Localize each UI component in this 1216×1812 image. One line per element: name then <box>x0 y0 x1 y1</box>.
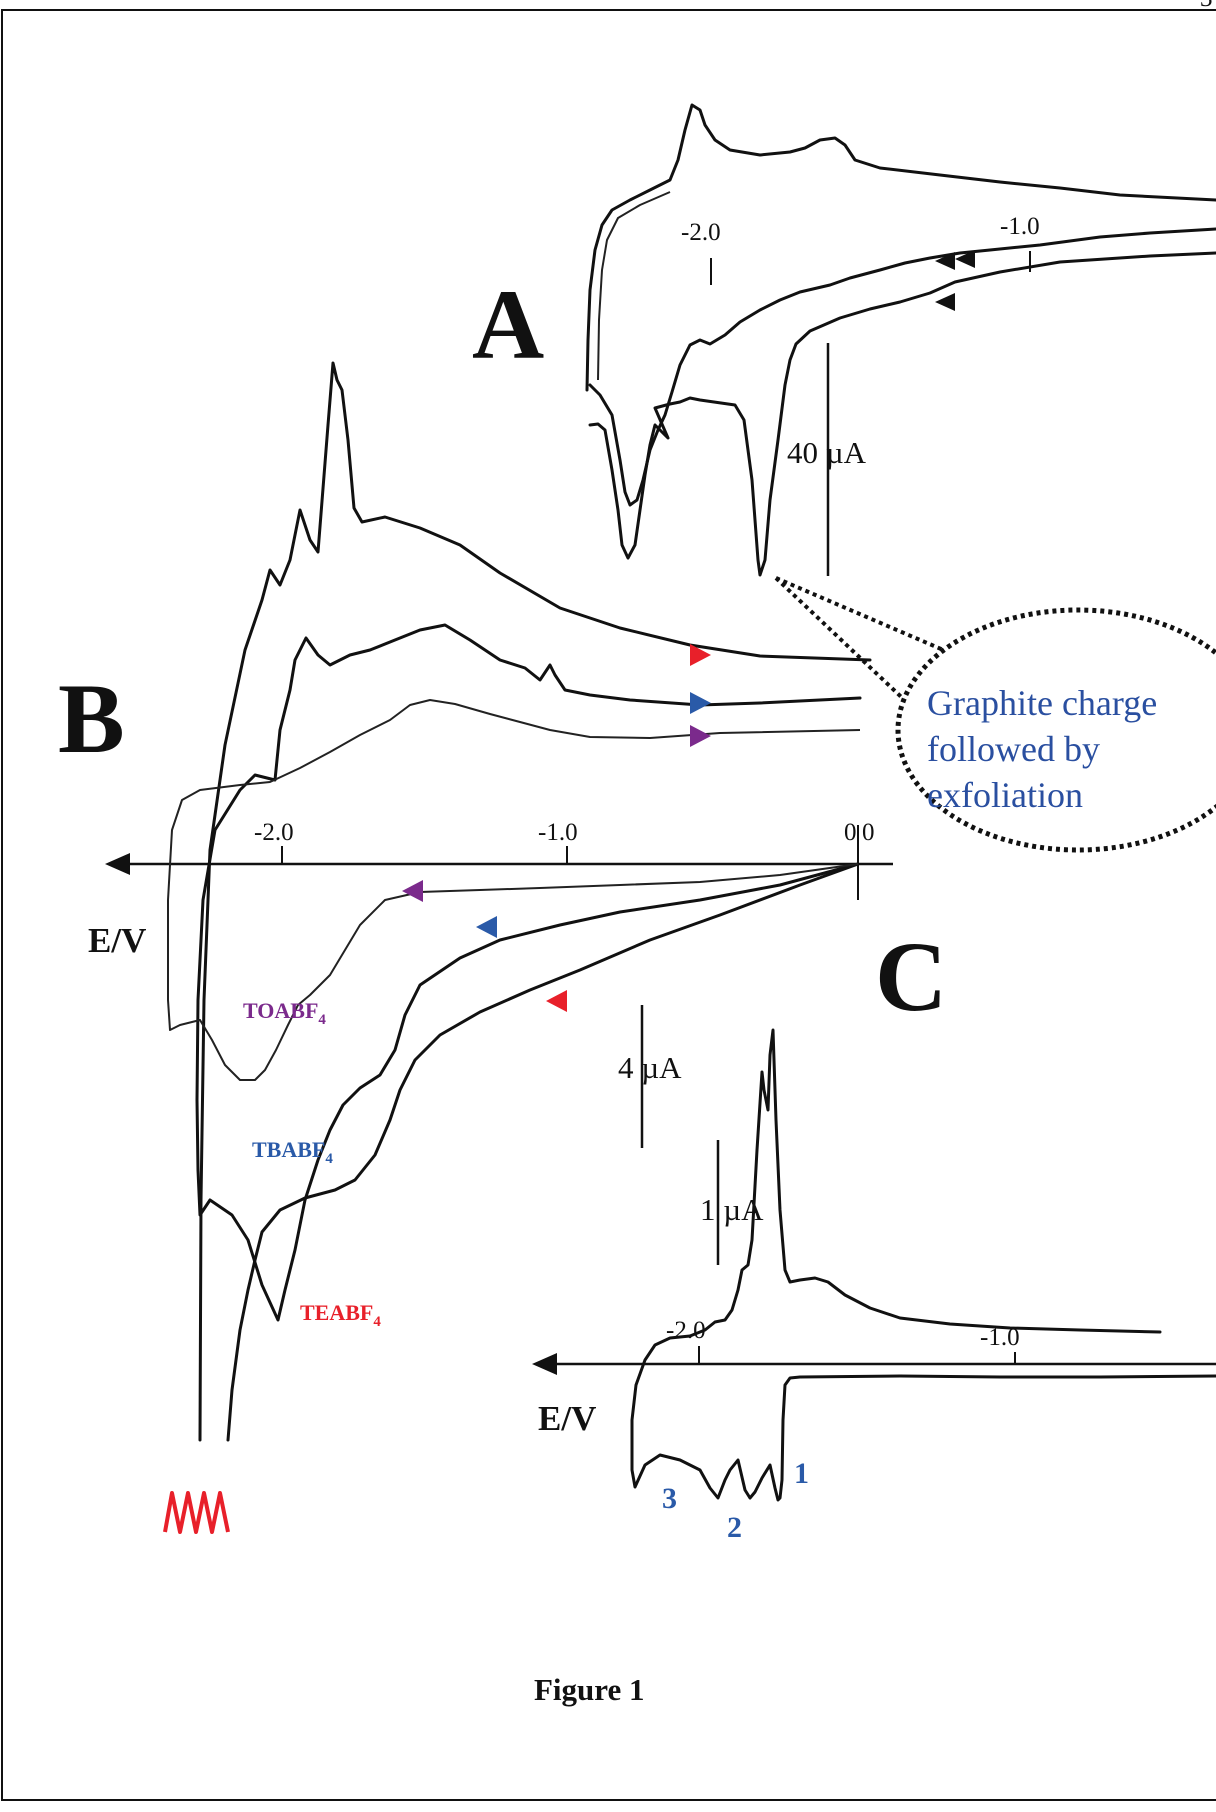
panel-b-arrow-red-bottom <box>546 990 567 1012</box>
panel-c-peak-3: 3 <box>662 1482 677 1515</box>
panel-a-label: A <box>472 269 544 380</box>
panel-b-label-teabf4-sub: 4 <box>373 1314 381 1330</box>
panel-b-label-toabf4-sub: 4 <box>318 1012 326 1028</box>
page-number: 3 <box>1200 0 1213 12</box>
panel-b-label: B <box>58 663 125 774</box>
panel-b-tick-zero-left: 0 <box>844 819 857 846</box>
callout: Graphite charge followed by exfoliation <box>774 576 1216 853</box>
panel-b-arrow-blue-top <box>690 692 711 714</box>
panel-c-tick-minus-2: -2.0 <box>666 1317 706 1344</box>
panel-a: A -2.0 -1.0 40 µA <box>472 103 1216 577</box>
panel-a-trace-reduction-1 <box>588 251 1216 577</box>
panel-b-cutoff-squiggle-icon <box>163 1491 230 1534</box>
callout-pointer-2 <box>774 576 917 712</box>
panel-a-trace-oxidation <box>585 103 1216 392</box>
panel-a-tick-minus-1: -1.0 <box>1000 213 1040 240</box>
panel-b-tick-zero-right: 0 <box>862 819 875 846</box>
panel-c-label: C <box>875 921 947 1032</box>
panel-a-scale-label: 40 µA <box>787 435 867 470</box>
callout-pointer-1 <box>775 576 956 657</box>
panel-b-label-teabf4-name: TEABF <box>300 1300 373 1325</box>
figure-caption: Figure 1 <box>534 1672 645 1707</box>
panel-b-label-tbabf4: TBABF4 <box>252 1137 333 1167</box>
panel-b-arrow-blue-bottom <box>476 916 497 938</box>
panel-c-trace-reduction <box>630 1334 1216 1502</box>
callout-bubble <box>895 607 1216 853</box>
panel-b-label-teabf4: TEABF4 <box>300 1300 381 1330</box>
callout-line-2: followed by <box>927 729 1100 769</box>
panel-a-trace-oxidation-2 <box>597 191 671 381</box>
callout-text: Graphite charge followed by exfoliation <box>927 683 1166 815</box>
panel-b-arrow-red-top <box>690 644 711 666</box>
panel-a-arrow-3 <box>935 293 955 311</box>
panel-c-peak-2: 2 <box>727 1511 742 1544</box>
panel-c-peak-1: 1 <box>794 1457 809 1490</box>
panel-b-label-tbabf4-sub: 4 <box>325 1151 333 1167</box>
panel-b-trace-toabf4 <box>167 699 861 1081</box>
panel-b-trace-teabf4 <box>198 361 872 1442</box>
panel-a-arrow-1 <box>935 252 955 270</box>
panel-c-x-axis-arrowhead <box>532 1353 557 1375</box>
panel-b-trace-tbabf4 <box>195 623 862 1322</box>
panel-c-trace-oxidation <box>688 1028 1162 1338</box>
panel-b-arrow-purple-top <box>690 725 711 747</box>
figure-frame <box>1 9 1216 1801</box>
panel-b-label-toabf4: TOABF4 <box>243 998 326 1028</box>
panel-c-scale-label-4ua: 4 µA <box>618 1050 682 1085</box>
panel-b-label-tbabf4-name: TBABF <box>252 1137 325 1162</box>
callout-line-3: exfoliation <box>927 775 1083 815</box>
panel-a-arrow-2 <box>955 250 975 268</box>
panel-b-tick-minus-1: -1.0 <box>538 819 578 846</box>
panel-a-tick-minus-2: -2.0 <box>681 219 721 246</box>
panel-c: C 4 µA 1 µA E/V -2.0 -1.0 1 2 3 <box>532 921 1216 1544</box>
panel-a-trace-reduction-2 <box>588 227 1216 507</box>
panel-b-tick-minus-2: -2.0 <box>254 819 294 846</box>
panel-b-label-toabf4-name: TOABF <box>243 998 318 1023</box>
callout-line-1: Graphite charge <box>927 683 1157 723</box>
panel-b-x-axis-arrowhead <box>105 853 130 875</box>
panel-b-arrow-purple-bottom <box>402 880 423 902</box>
panel-c-x-axis-label: E/V <box>538 1399 596 1438</box>
panel-b-x-axis-label: E/V <box>88 921 146 960</box>
panel-b: B E/V -2.0 -1.0 0 0 TOABF4 TBABF4 <box>58 361 893 1534</box>
